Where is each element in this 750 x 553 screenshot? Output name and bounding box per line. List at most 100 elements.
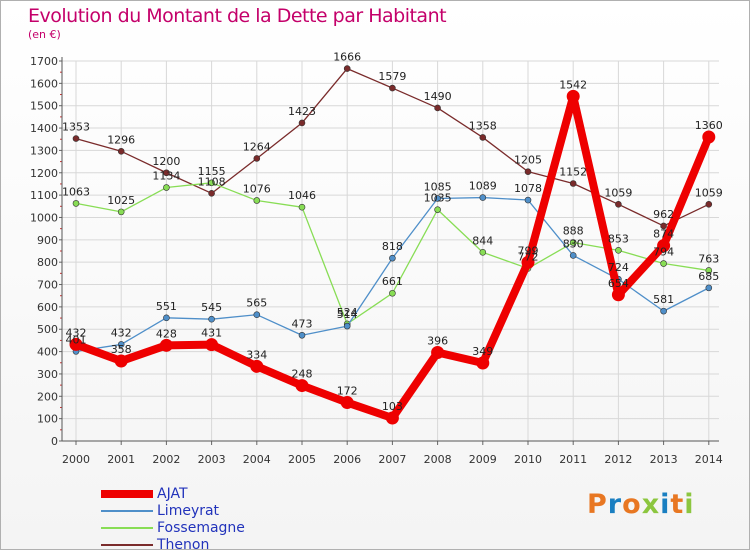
- data-label-thenon: 1205: [514, 154, 542, 167]
- data-point-limeyrat: [343, 322, 351, 330]
- data-label-ajat: 103: [382, 400, 403, 413]
- legend-swatch: [101, 526, 153, 529]
- data-point-thenon: [298, 119, 306, 127]
- x-tick-label: 2011: [559, 453, 587, 466]
- data-point-thenon: [524, 168, 532, 175]
- data-label-fossemagne: 524: [337, 306, 358, 319]
- data-label-fossemagne: 794: [653, 246, 674, 259]
- data-label-fossemagne: 1046: [288, 189, 316, 202]
- data-label-thenon: 1490: [424, 90, 452, 103]
- data-label-limeyrat: 551: [156, 300, 177, 313]
- data-label-limeyrat: 581: [653, 293, 674, 306]
- logo-letter: i: [660, 489, 671, 520]
- data-point-ajat: [611, 288, 625, 302]
- data-label-fossemagne: 1025: [107, 194, 135, 207]
- x-tick-label: 2012: [604, 453, 632, 466]
- data-point-fossemagne: [117, 208, 125, 216]
- data-point-limeyrat: [253, 311, 261, 319]
- data-point-limeyrat: [208, 315, 215, 323]
- y-tick-label: 1600: [30, 77, 58, 90]
- logo-letter: t: [670, 489, 685, 520]
- data-point-thenon: [72, 135, 80, 142]
- data-label-thenon: 1353: [62, 121, 90, 134]
- y-tick-label: 1100: [30, 189, 58, 202]
- x-tick-label: 2002: [152, 453, 180, 466]
- data-label-limeyrat: 685: [698, 270, 719, 283]
- data-label-fossemagne: 1076: [243, 182, 271, 195]
- x-tick-label: 2008: [424, 453, 452, 466]
- data-label-limeyrat: 818: [382, 240, 403, 253]
- data-point-limeyrat: [298, 331, 306, 339]
- y-tick-label: 200: [37, 390, 58, 403]
- legend-label: AJAT: [157, 485, 188, 502]
- data-label-thenon: 1108: [198, 175, 226, 188]
- y-tick-label: 1400: [30, 122, 58, 135]
- data-label-ajat: 874: [653, 228, 674, 241]
- data-label-fossemagne: 1063: [62, 185, 90, 198]
- legend-label: Fossemagne: [157, 519, 245, 536]
- data-point-ajat: [69, 337, 83, 351]
- logo-letter: P: [587, 489, 608, 520]
- data-label-limeyrat: 545: [201, 301, 222, 314]
- data-label-thenon: 962: [653, 208, 674, 221]
- data-label-thenon: 1423: [288, 105, 316, 118]
- data-label-ajat: 334: [246, 348, 267, 361]
- data-label-limeyrat: 724: [608, 261, 629, 274]
- data-point-fossemagne: [434, 206, 441, 213]
- data-point-fossemagne: [253, 197, 261, 204]
- data-label-ajat: 396: [427, 334, 448, 347]
- data-point-fossemagne: [72, 200, 80, 207]
- legend-item-limeyrat: Limeyrat: [101, 502, 245, 519]
- data-label-ajat: 358: [111, 343, 132, 356]
- proxiti-logo: Proxiti: [587, 489, 695, 520]
- legend-swatch: [101, 509, 153, 512]
- logo-letter: x: [641, 489, 661, 520]
- data-label-thenon: 1296: [107, 133, 135, 146]
- y-tick-label: 1300: [30, 144, 58, 157]
- data-label-limeyrat: 514: [337, 308, 358, 321]
- y-tick-label: 0: [51, 435, 58, 448]
- data-label-fossemagne: 1035: [424, 192, 452, 205]
- data-point-ajat: [521, 255, 535, 269]
- y-tick-label: 700: [37, 279, 58, 292]
- y-tick-label: 1700: [30, 55, 58, 68]
- data-label-ajat: 428: [156, 327, 177, 340]
- legend-label: Thenon: [157, 536, 210, 553]
- x-tick-label: 2014: [695, 453, 723, 466]
- data-label-limeyrat: 1085: [424, 180, 452, 193]
- data-label-ajat: 172: [337, 385, 358, 398]
- data-point-thenon: [389, 84, 396, 92]
- data-label-limeyrat: 473: [292, 317, 313, 330]
- data-point-ajat: [340, 396, 354, 410]
- data-label-ajat: 654: [608, 277, 629, 290]
- x-tick-label: 2004: [243, 453, 271, 466]
- y-tick-label: 1500: [30, 100, 58, 113]
- data-label-fossemagne: 763: [698, 252, 719, 265]
- data-point-thenon: [615, 200, 622, 208]
- legend-item-ajat: AJAT: [101, 485, 245, 502]
- data-point-ajat: [385, 411, 399, 425]
- y-tick-label: 600: [37, 301, 58, 314]
- data-point-thenon: [479, 134, 487, 141]
- data-label-thenon: 1264: [243, 140, 271, 153]
- data-point-fossemagne: [705, 267, 713, 274]
- data-label-limeyrat: 432: [111, 326, 132, 339]
- data-label-fossemagne: 772: [518, 250, 539, 263]
- x-tick-label: 2010: [514, 453, 542, 466]
- y-tick-label: 900: [37, 234, 58, 247]
- legend-swatch: [101, 543, 153, 546]
- data-point-fossemagne: [208, 179, 215, 187]
- data-point-limeyrat: [163, 314, 170, 322]
- data-point-ajat: [566, 89, 580, 103]
- data-label-fossemagne: 1155: [198, 165, 226, 178]
- y-tick-label: 1000: [30, 211, 58, 224]
- data-point-thenon: [434, 104, 441, 112]
- data-point-ajat: [159, 338, 173, 352]
- chart-title: Evolution du Montant de la Dette par Hab…: [28, 5, 447, 27]
- data-label-thenon: 1152: [559, 165, 587, 178]
- y-tick-label: 1200: [30, 167, 58, 180]
- data-label-limeyrat: 830: [563, 237, 584, 250]
- data-label-ajat: 799: [518, 244, 539, 257]
